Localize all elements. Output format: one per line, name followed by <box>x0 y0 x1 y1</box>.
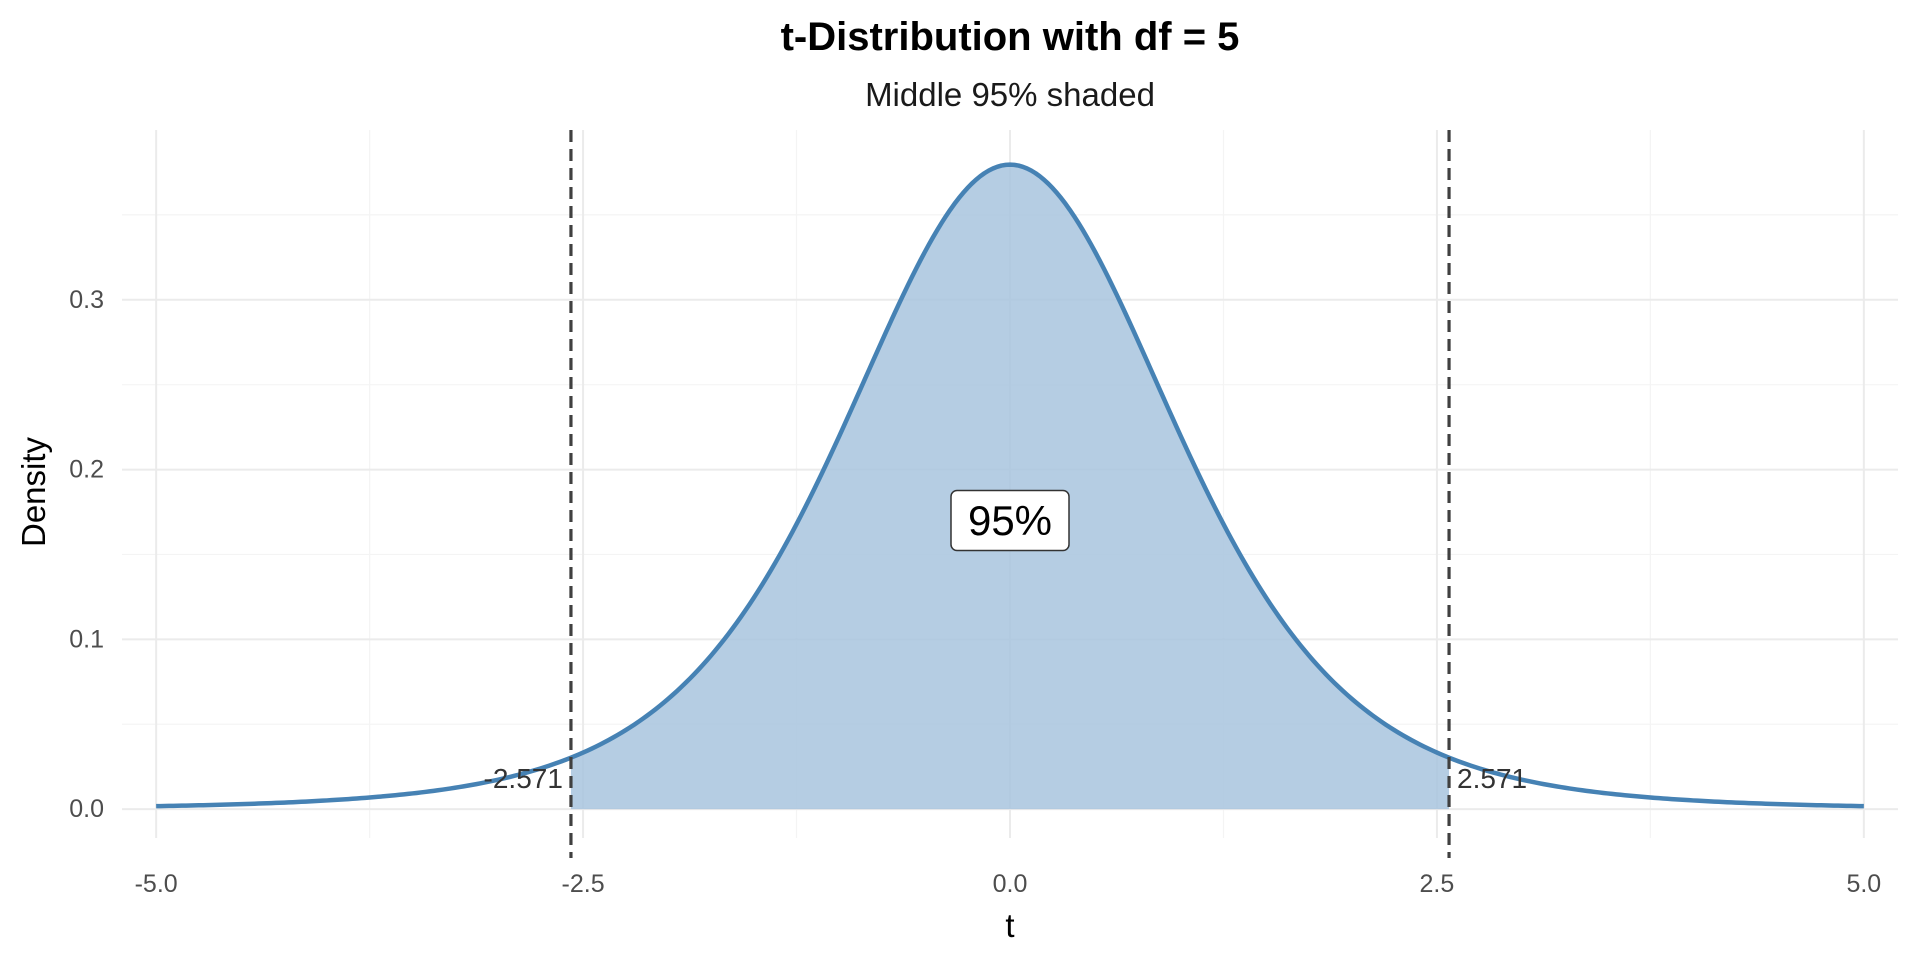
area-label-background <box>950 489 1070 552</box>
area-label: 95% <box>968 497 1052 544</box>
y-tick-label: 0.0 <box>69 795 104 823</box>
critical-value-label: 2.571 <box>1457 763 1527 794</box>
x-axis-title: t <box>1005 907 1014 944</box>
chart-title: t-Distribution with df = 5 <box>781 15 1240 59</box>
y-tick-label: 0.2 <box>69 456 104 484</box>
y-tick-label: 0.3 <box>69 286 104 314</box>
x-tick-label: 2.5 <box>1420 870 1455 898</box>
area-label-box: 95% <box>950 489 1070 552</box>
shaded-area-95 <box>570 164 1450 810</box>
chart-subtitle: Middle 95% shaded <box>865 76 1155 113</box>
y-axis-ticks: 0.0 0.1 0.2 0.3 <box>69 286 104 823</box>
density-curve <box>156 162 1864 809</box>
critical-value-label: -2.571 <box>484 763 563 794</box>
x-tick-label: -2.5 <box>562 870 605 898</box>
critical-lines: -2.571 2.571 <box>484 130 1527 858</box>
x-tick-label: -5.0 <box>135 870 178 898</box>
x-tick-label: 0.0 <box>993 870 1028 898</box>
y-tick-label: 0.1 <box>69 625 104 653</box>
x-tick-label: 5.0 <box>1846 870 1881 898</box>
y-axis-title: Density <box>15 436 52 547</box>
x-axis-ticks: -5.0 -2.5 0.0 2.5 5.0 <box>135 870 1882 898</box>
